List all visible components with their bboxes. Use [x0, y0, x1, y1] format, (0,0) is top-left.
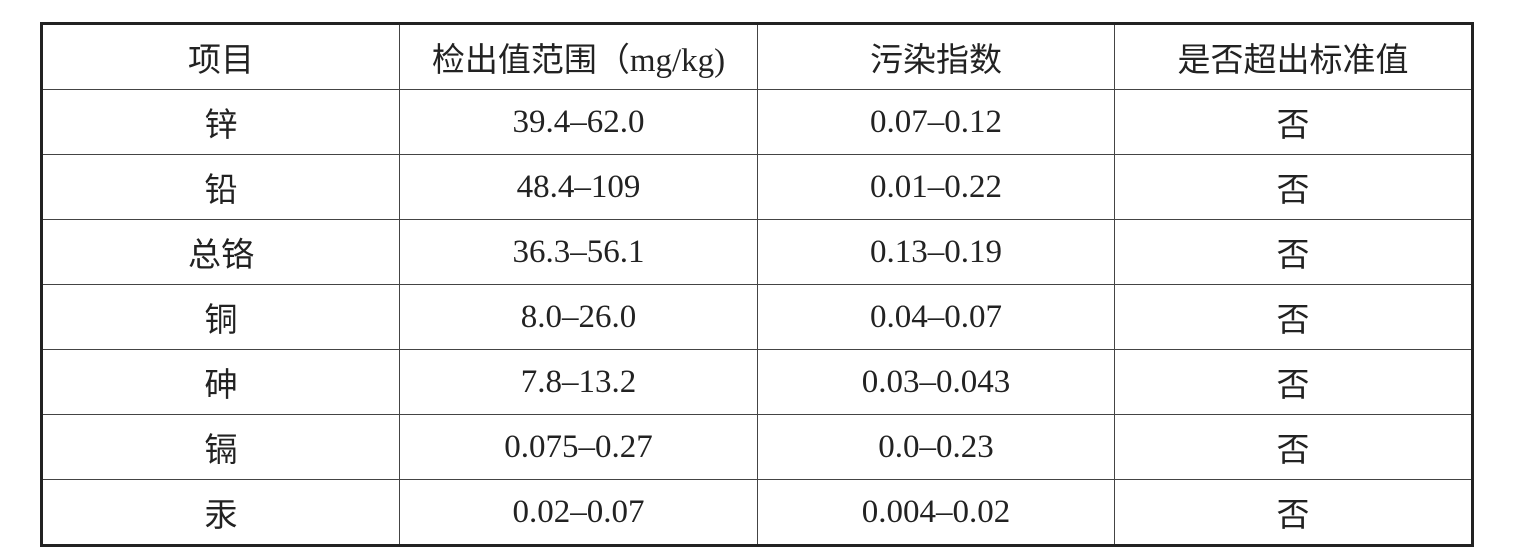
table-cell: 36.3–56.1 — [399, 219, 758, 285]
table-cell: 否 — [1114, 154, 1473, 220]
table-cell: 0.13–0.19 — [757, 219, 1115, 285]
table-cell: 0.03–0.043 — [757, 349, 1115, 415]
table-cell: 7.8–13.2 — [399, 349, 758, 415]
table-row: 铜 8.0–26.0 0.04–0.07 否 — [41, 284, 1473, 350]
table-cell: 否 — [1114, 349, 1473, 415]
table-row: 砷 7.8–13.2 0.03–0.043 否 — [41, 349, 1473, 415]
header-cell: 是否超出标准值 — [1114, 23, 1473, 90]
table-cell: 否 — [1114, 89, 1473, 155]
table-cell: 否 — [1114, 219, 1473, 285]
table-cell: 39.4–62.0 — [399, 89, 758, 155]
table-row: 镉 0.075–0.27 0.0–0.23 否 — [41, 414, 1473, 480]
table-cell: 否 — [1114, 479, 1473, 546]
header-cell: 检出值范围（mg/kg) — [399, 23, 758, 90]
table-cell: 0.02–0.07 — [399, 479, 758, 546]
table-cell: 总铬 — [41, 219, 400, 285]
table-cell: 0.04–0.07 — [757, 284, 1115, 350]
table-cell: 汞 — [41, 479, 400, 546]
table-row: 汞 0.02–0.07 0.004–0.02 否 — [41, 479, 1473, 546]
table-cell: 铅 — [41, 154, 400, 220]
table-cell: 8.0–26.0 — [399, 284, 758, 350]
table-cell: 砷 — [41, 349, 400, 415]
data-table: 项目 检出值范围（mg/kg) 污染指数 是否超出标准值锌 39.4–62.0 0.07–… — [40, 22, 1474, 547]
table-row: 铅 48.4–109 0.01–0.22 否 — [41, 154, 1473, 220]
table-cell: 锌 — [41, 89, 400, 155]
table-cell: 0.0–0.23 — [757, 414, 1115, 480]
header-cell: 项目 — [41, 23, 400, 90]
table-cell: 0.004–0.02 — [757, 479, 1115, 546]
header-row: 项目 检出值范围（mg/kg) 污染指数 是否超出标准值 — [41, 23, 1473, 90]
table-cell: 否 — [1114, 414, 1473, 480]
table-cell: 否 — [1114, 284, 1473, 350]
table-row: 总铬 36.3–56.1 0.13–0.19 否 — [41, 219, 1473, 285]
table-cell: 0.01–0.22 — [757, 154, 1115, 220]
table-row: 锌 39.4–62.0 0.07–0.12 否 — [41, 89, 1473, 155]
table-cell: 铜 — [41, 284, 400, 350]
table-body: 项目 检出值范围（mg/kg) 污染指数 是否超出标准值锌 39.4–62.0 0.07–… — [41, 23, 1473, 546]
table-cell: 0.07–0.12 — [757, 89, 1115, 155]
table-cell: 镉 — [41, 414, 400, 480]
table-cell: 48.4–109 — [399, 154, 758, 220]
header-cell: 污染指数 — [757, 23, 1115, 90]
table-cell: 0.075–0.27 — [399, 414, 758, 480]
